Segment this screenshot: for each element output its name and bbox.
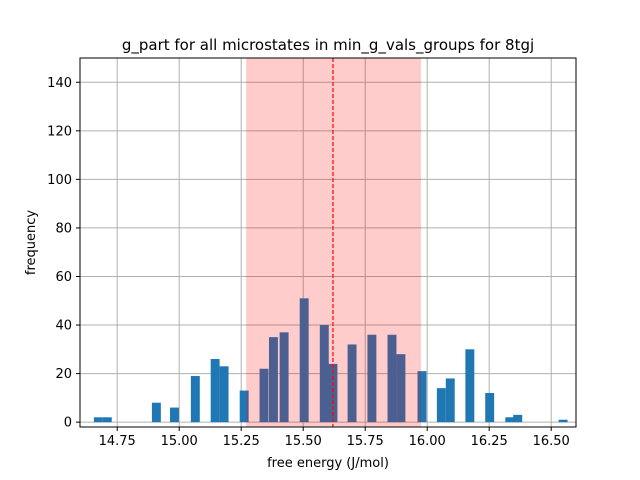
x-tick-label: 16.00 — [409, 434, 446, 449]
histogram-bar — [151, 402, 161, 423]
y-axis-ticks: 0 20 40 60 80 100 120 140 — [47, 76, 80, 431]
histogram-bar — [259, 368, 269, 423]
x-axis-ticks: 14.75 15.00 15.25 15.50 15.75 16.00 16.25 16.50 — [99, 427, 570, 449]
x-tick-label: 16.50 — [533, 434, 570, 449]
y-tick-label: 80 — [55, 221, 72, 236]
histogram-bar — [299, 298, 309, 423]
histogram-bar — [513, 414, 523, 423]
y-tick-label: 120 — [47, 124, 72, 139]
histogram-bar — [347, 344, 357, 423]
x-tick-label: 15.25 — [223, 434, 260, 449]
y-tick-label: 140 — [47, 76, 72, 91]
histogram-bar — [558, 419, 568, 423]
histogram-bar — [367, 334, 377, 423]
histogram-bar — [170, 407, 179, 423]
highlight-region — [246, 58, 421, 427]
histogram-bar — [279, 332, 289, 423]
x-tick-label: 14.75 — [99, 434, 136, 449]
histogram-bar — [93, 417, 103, 423]
histogram-bar — [210, 359, 220, 423]
y-tick-label: 0 — [64, 416, 72, 431]
histogram-bar — [417, 371, 427, 423]
y-tick-label: 100 — [47, 173, 72, 188]
histogram-bar — [239, 390, 249, 423]
y-tick-label: 60 — [55, 270, 72, 285]
y-tick-label: 20 — [55, 367, 72, 382]
histogram-bar — [485, 393, 495, 423]
plot-frame — [79, 57, 577, 428]
x-tick-label: 15.50 — [285, 434, 322, 449]
histogram-bar — [436, 388, 446, 423]
histogram-bar — [190, 376, 200, 423]
highlight-span — [246, 58, 421, 427]
histogram-bar — [387, 334, 397, 423]
x-tick-label: 16.25 — [471, 434, 508, 449]
histogram-bar — [268, 337, 278, 423]
histogram-bar — [505, 417, 515, 423]
x-axis-label: free energy (J/mol) — [267, 456, 389, 471]
histogram-bar — [219, 366, 229, 423]
x-tick-label: 15.00 — [161, 434, 198, 449]
y-tick-label: 40 — [55, 319, 72, 334]
histogram-bar — [328, 363, 338, 423]
chart-title: g_part for all microstates in min_g_vals… — [122, 36, 534, 55]
histogram-bar — [396, 354, 406, 423]
histogram-bar — [319, 325, 329, 423]
bars — [93, 298, 568, 423]
x-tick-label: 15.75 — [347, 434, 384, 449]
histogram-bar — [465, 349, 475, 423]
histogram-bar — [445, 378, 455, 423]
histogram-bar — [102, 417, 112, 423]
y-axis-label: frequency — [24, 210, 39, 276]
